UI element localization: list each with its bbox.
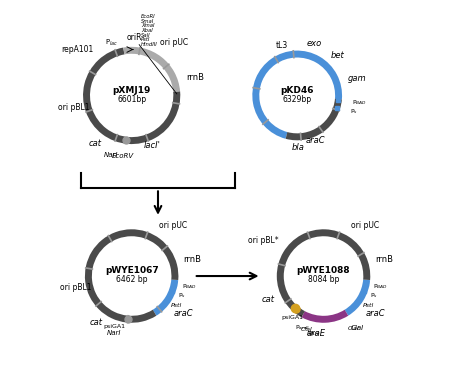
Text: pWYE1067: pWYE1067	[105, 266, 158, 275]
Text: oriR: oriR	[127, 33, 142, 42]
Text: NarI: NarI	[307, 330, 319, 335]
Text: araC: araC	[306, 136, 326, 145]
Text: tL3: tL3	[276, 41, 288, 50]
Text: Pstl: Pstl	[171, 303, 182, 308]
Text: cat: cat	[90, 318, 103, 327]
Text: XmaI: XmaI	[141, 23, 155, 28]
Text: psiGA1: psiGA1	[282, 315, 304, 320]
Text: ClaI: ClaI	[351, 324, 364, 330]
Text: NarI: NarI	[107, 330, 121, 337]
Text: ori pUC: ori pUC	[159, 221, 187, 230]
Text: lacI': lacI'	[144, 141, 161, 150]
Text: pXMJ19: pXMJ19	[112, 86, 151, 95]
Text: P$_s$: P$_s$	[178, 291, 186, 301]
Text: SmaI: SmaI	[141, 19, 155, 24]
Text: araC: araC	[173, 309, 193, 318]
Text: P$_{BAD}$: P$_{BAD}$	[374, 282, 389, 291]
Text: araE: araE	[307, 329, 326, 338]
Text: ori pUC: ori pUC	[351, 221, 379, 230]
Text: repA101: repA101	[61, 45, 93, 55]
Text: P$_{lac}$: P$_{lac}$	[105, 38, 118, 49]
Text: P$_s$: P$_s$	[350, 107, 358, 116]
Text: ori pBL*: ori pBL*	[247, 236, 278, 245]
Text: ClaI: ClaI	[348, 326, 360, 331]
Text: PstI: PstI	[141, 37, 150, 42]
Text: P$_s$: P$_s$	[370, 291, 378, 301]
Text: bet: bet	[331, 50, 345, 60]
Text: P$_{BAD}$: P$_{BAD}$	[353, 98, 367, 106]
Text: P$_{araE}$: P$_{araE}$	[295, 323, 310, 332]
Text: psiGA1: psiGA1	[103, 324, 125, 329]
Text: rrnB: rrnB	[375, 255, 393, 264]
Text: 6462 bp: 6462 bp	[116, 275, 147, 284]
Text: EcoRV: EcoRV	[112, 153, 134, 159]
Text: cat: cat	[262, 296, 274, 304]
Text: P$_{BAD}$: P$_{BAD}$	[182, 282, 197, 291]
Text: 8084 bp: 8084 bp	[308, 275, 339, 284]
Text: XbaI: XbaI	[141, 28, 153, 33]
Text: 6329bp: 6329bp	[283, 95, 312, 104]
Text: ori pBL1: ori pBL1	[58, 103, 89, 112]
Text: NarI: NarI	[103, 152, 118, 158]
Text: 6601bp: 6601bp	[117, 95, 146, 104]
Text: HindIII: HindIII	[141, 42, 158, 47]
Text: gam: gam	[348, 74, 366, 83]
Text: rrnB: rrnB	[186, 73, 204, 82]
Text: rrnB: rrnB	[183, 255, 201, 264]
Text: pWYE1088: pWYE1088	[297, 266, 350, 275]
Text: ori pUC: ori pUC	[160, 38, 188, 47]
Text: exo: exo	[306, 39, 321, 48]
Text: ori pBL1: ori pBL1	[60, 283, 91, 293]
Text: bla: bla	[292, 143, 304, 152]
Text: ClaI: ClaI	[301, 327, 312, 332]
Text: EcoRI: EcoRI	[141, 14, 155, 19]
Text: cat: cat	[88, 139, 101, 149]
Text: pKD46: pKD46	[281, 86, 314, 95]
Text: Pstl: Pstl	[363, 303, 374, 308]
Text: araC: araC	[365, 309, 385, 318]
Text: SalI: SalI	[141, 33, 151, 38]
